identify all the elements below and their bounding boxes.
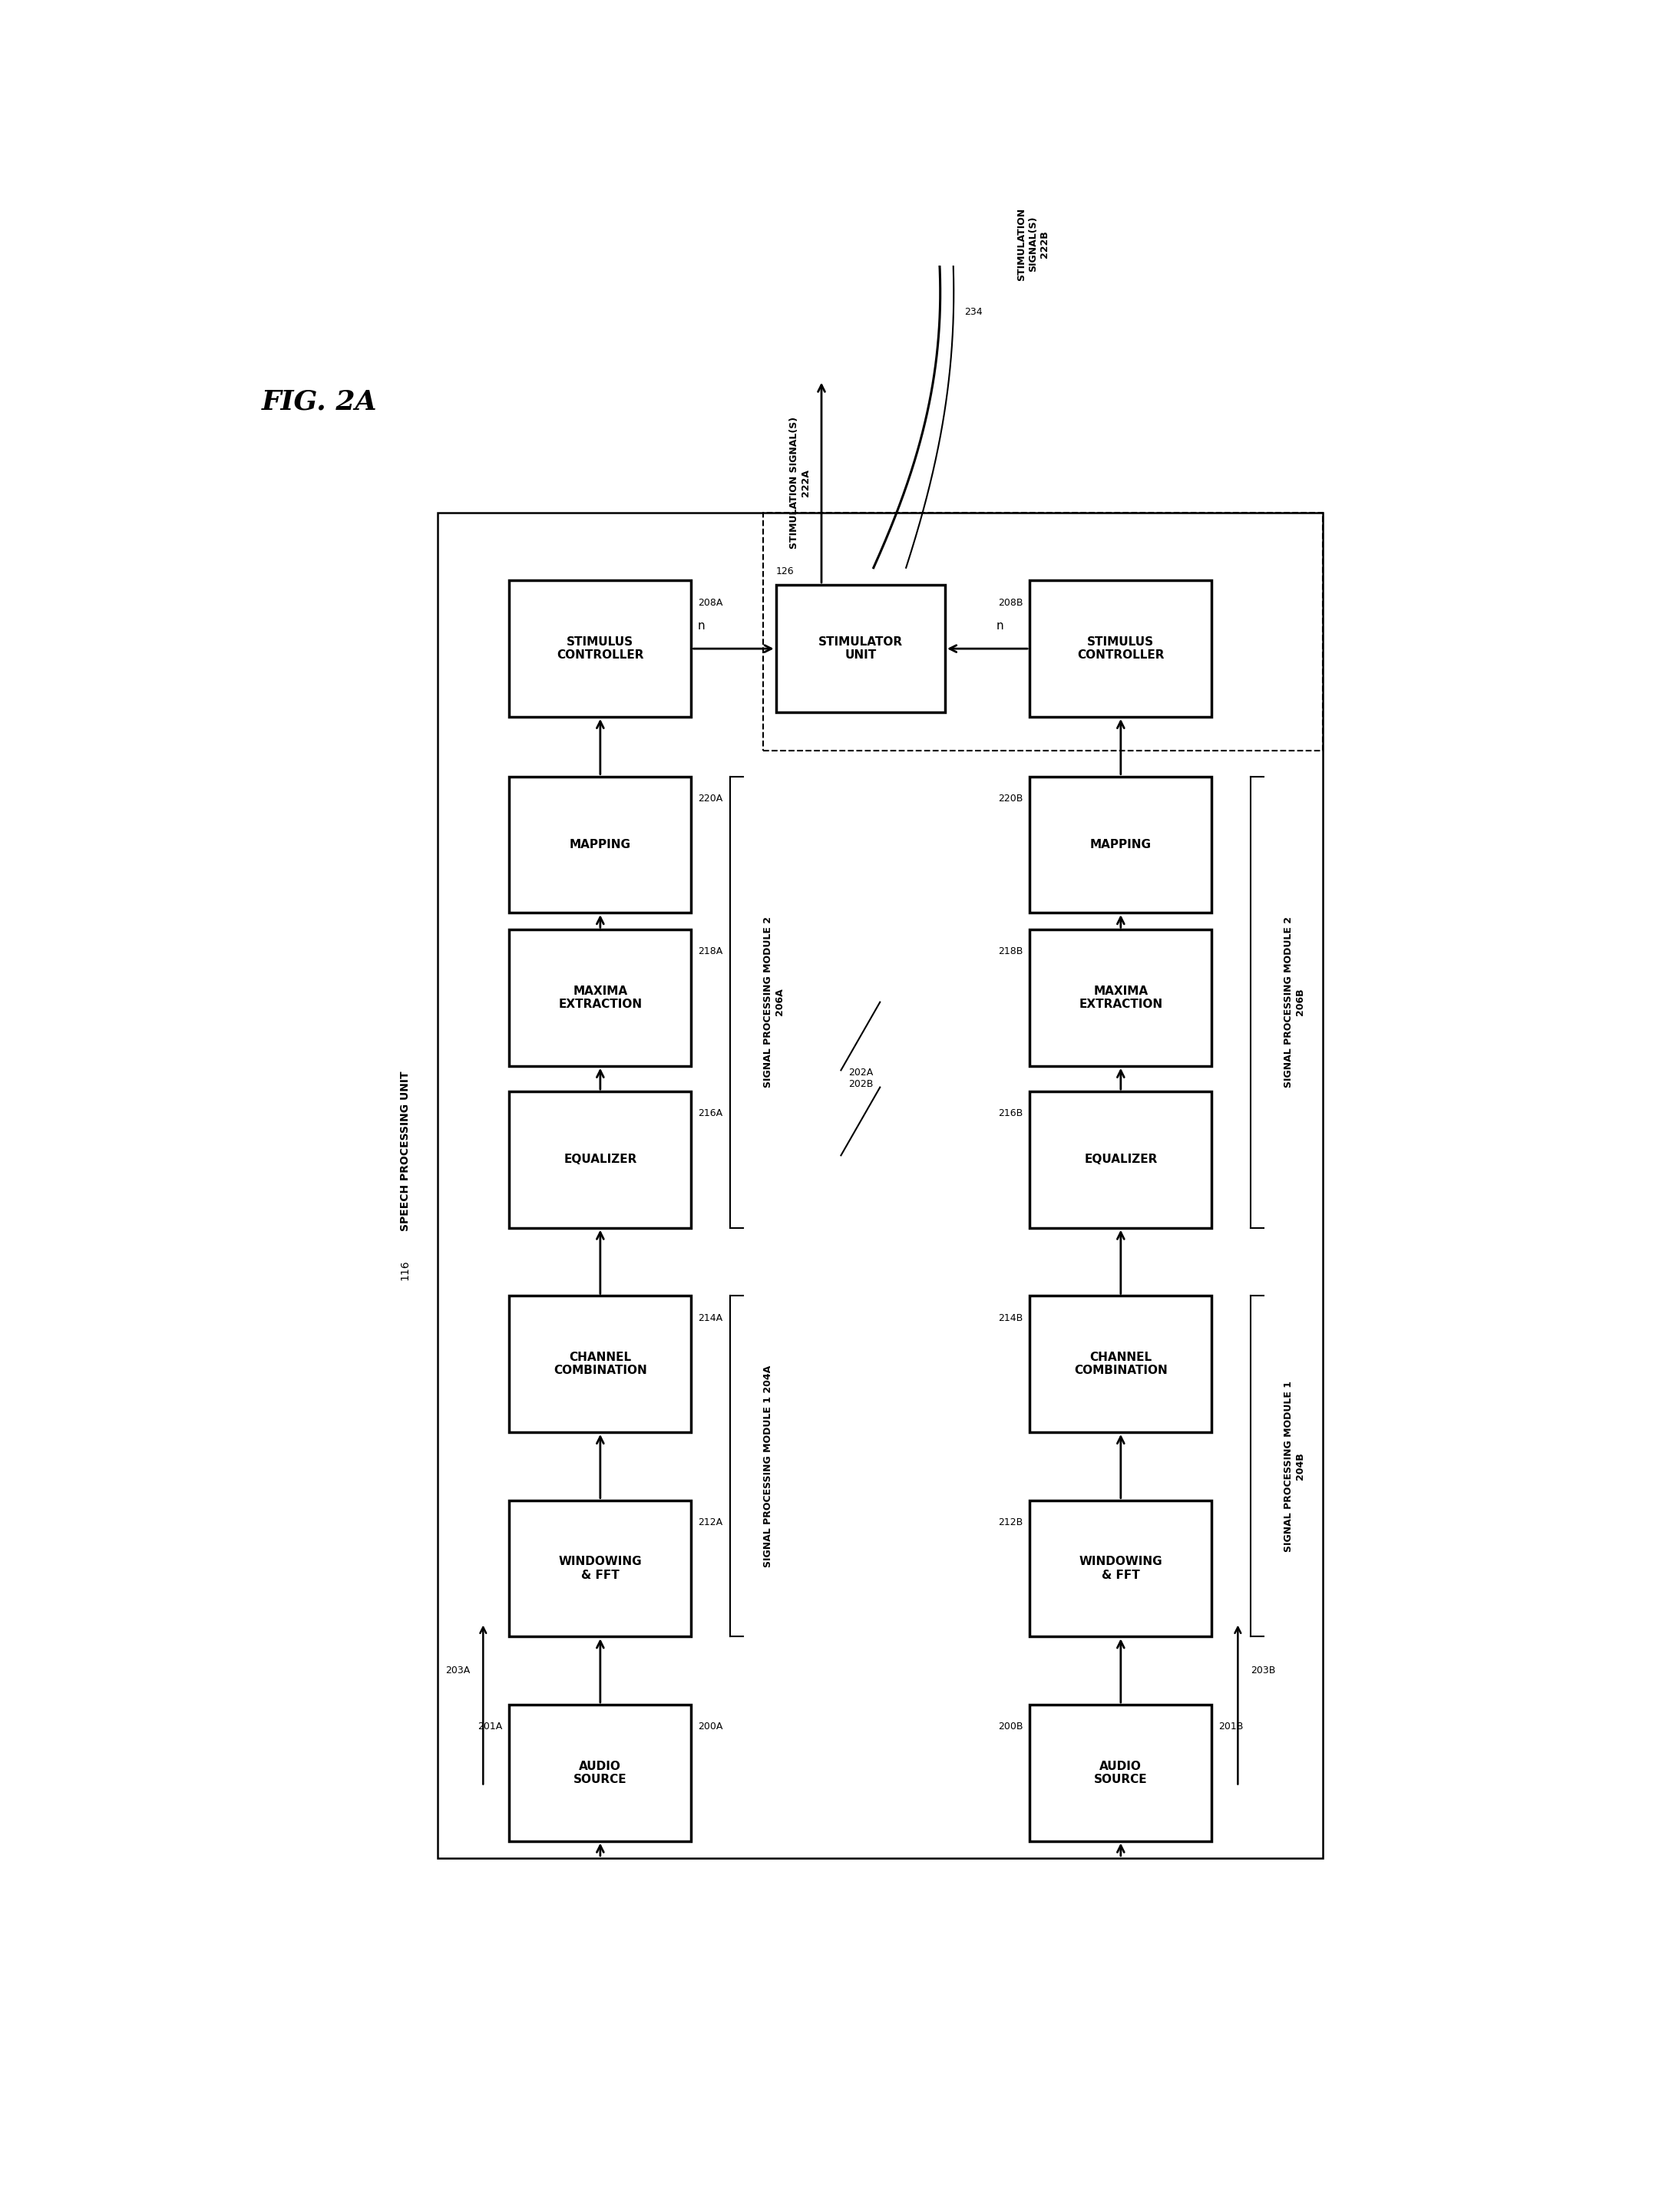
Text: SIGNAL PROCESSING MODULE 2
206A: SIGNAL PROCESSING MODULE 2 206A [762,916,784,1088]
FancyBboxPatch shape [509,1091,692,1228]
FancyBboxPatch shape [509,1705,692,1840]
Text: SIGNAL PROCESSING MODULE 1 204A: SIGNAL PROCESSING MODULE 1 204A [762,1365,772,1568]
Text: 218A: 218A [698,947,722,958]
Text: 126: 126 [776,566,794,577]
Text: 201A: 201A [479,1721,502,1732]
Text: STIMULUS
CONTROLLER: STIMULUS CONTROLLER [557,637,643,661]
Text: 220A: 220A [698,794,722,803]
FancyBboxPatch shape [1029,929,1212,1066]
Text: SIGNAL PROCESSING MODULE 1
204B: SIGNAL PROCESSING MODULE 1 204B [1283,1380,1305,1553]
FancyBboxPatch shape [509,776,692,914]
Text: CHANNEL
COMBINATION: CHANNEL COMBINATION [554,1352,646,1376]
Text: STIMULATION SIGNAL(S)
222A: STIMULATION SIGNAL(S) 222A [789,416,811,549]
Text: SPEECH PROCESSING UNIT: SPEECH PROCESSING UNIT [400,1071,410,1232]
FancyBboxPatch shape [509,1296,692,1431]
Text: 203B: 203B [1251,1666,1276,1677]
Text: 201B: 201B [1219,1721,1242,1732]
FancyBboxPatch shape [1029,1500,1212,1637]
Text: 234: 234 [964,307,982,316]
Text: 212A: 212A [698,1517,722,1526]
Text: EQUALIZER: EQUALIZER [564,1155,636,1166]
FancyBboxPatch shape [1029,1091,1212,1228]
FancyBboxPatch shape [509,580,692,717]
Text: 116: 116 [400,1261,410,1281]
FancyBboxPatch shape [509,929,692,1066]
Text: 214A: 214A [698,1314,722,1323]
Text: MAXIMA
EXTRACTION: MAXIMA EXTRACTION [559,984,641,1011]
Text: 200B: 200B [999,1721,1023,1732]
Text: MAPPING: MAPPING [569,838,631,849]
Text: n: n [996,619,1004,633]
Text: 208B: 208B [999,597,1023,608]
Text: CHANNEL
COMBINATION: CHANNEL COMBINATION [1075,1352,1167,1376]
Text: MAXIMA
EXTRACTION: MAXIMA EXTRACTION [1080,984,1162,1011]
Text: WINDOWING
& FFT: WINDOWING & FFT [559,1555,641,1582]
FancyBboxPatch shape [1029,1296,1212,1431]
Text: 214B: 214B [999,1314,1023,1323]
FancyBboxPatch shape [1029,1705,1212,1840]
Text: AUDIO
SOURCE: AUDIO SOURCE [574,1761,626,1785]
FancyBboxPatch shape [509,1500,692,1637]
Text: FIG. 2A: FIG. 2A [262,389,378,414]
Text: 200A: 200A [698,1721,722,1732]
Text: 203A: 203A [445,1666,470,1677]
Text: 202A
202B: 202A 202B [848,1068,873,1091]
Text: SIGNAL PROCESSING MODULE 2
206B: SIGNAL PROCESSING MODULE 2 206B [1283,916,1305,1088]
FancyBboxPatch shape [776,584,945,712]
Text: STIMULATION
SIGNAL(S)
222B: STIMULATION SIGNAL(S) 222B [1016,208,1049,281]
Text: 208A: 208A [698,597,722,608]
Text: 216A: 216A [698,1108,722,1119]
Text: WINDOWING
& FFT: WINDOWING & FFT [1080,1555,1162,1582]
Text: 212B: 212B [999,1517,1023,1526]
Text: AUDIO
SOURCE: AUDIO SOURCE [1095,1761,1147,1785]
Text: 218B: 218B [999,947,1023,958]
Text: MAPPING: MAPPING [1090,838,1152,849]
Text: STIMULUS
CONTROLLER: STIMULUS CONTROLLER [1078,637,1164,661]
FancyBboxPatch shape [1029,580,1212,717]
Text: STIMULATOR
UNIT: STIMULATOR UNIT [818,637,903,661]
FancyBboxPatch shape [1029,776,1212,914]
Text: 216B: 216B [999,1108,1023,1119]
Text: EQUALIZER: EQUALIZER [1085,1155,1157,1166]
Text: 220B: 220B [999,794,1023,803]
Text: n: n [698,619,705,633]
